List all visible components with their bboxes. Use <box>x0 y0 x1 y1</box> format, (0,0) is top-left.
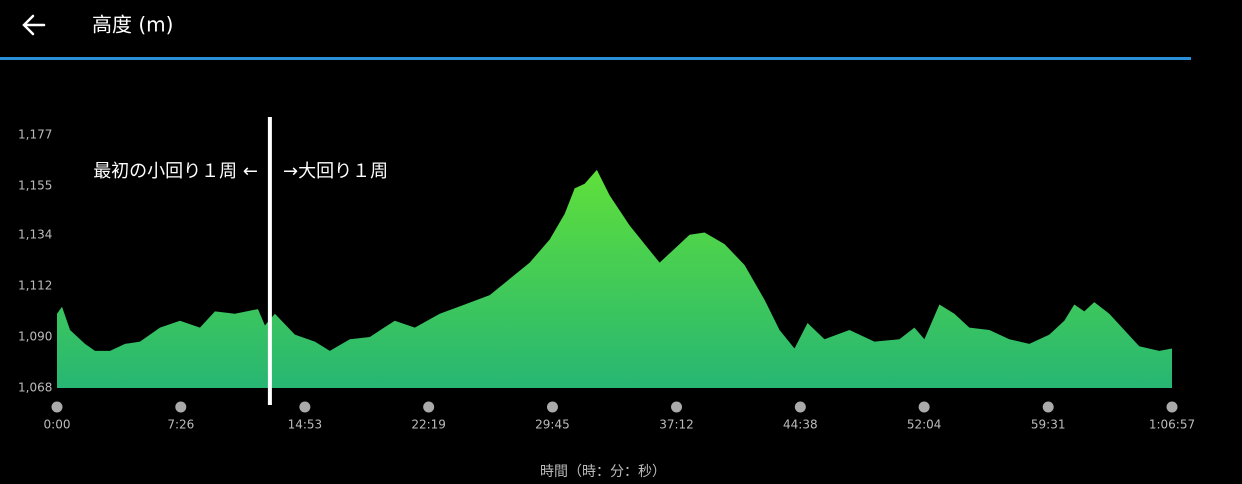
y-tick-label: 1,090 <box>18 329 52 343</box>
annotation: →大回り１周 <box>283 161 388 182</box>
x-tick-label: 22:19 <box>411 418 446 432</box>
x-tick-dot <box>546 401 558 413</box>
x-tick-label: 52:04 <box>907 418 942 432</box>
x-tick-dot <box>794 401 806 413</box>
x-tick-label: 59:31 <box>1031 418 1066 432</box>
x-tick-dot <box>423 401 435 413</box>
header-title: 高度 (m) <box>92 13 173 37</box>
back-button[interactable] <box>22 14 46 36</box>
x-tick-label: 0:00 <box>44 418 71 432</box>
x-axis-label: 時間（時：分：秒） <box>540 464 666 480</box>
x-tick-label: 1:06:57 <box>1149 418 1195 432</box>
back-arrow-head[interactable] <box>22 14 35 36</box>
x-tick-dot <box>1042 401 1054 413</box>
y-tick-label: 1,134 <box>18 227 52 241</box>
x-tick-dot <box>918 401 930 413</box>
y-tick-label: 1,177 <box>18 128 52 142</box>
x-tick-label: 44:38 <box>783 418 818 432</box>
x-tick-dot <box>671 401 683 413</box>
x-tick-dot <box>1166 401 1178 413</box>
x-tick-label: 7:26 <box>167 418 194 432</box>
y-tick-label: 1,112 <box>18 278 52 292</box>
header-divider <box>0 57 1191 60</box>
x-tick-label: 29:45 <box>535 418 570 432</box>
x-tick-label: 37:12 <box>659 418 694 432</box>
y-tick-label: 1,155 <box>18 179 52 193</box>
x-tick-dot <box>51 401 63 413</box>
annotation: 最初の小回り１周 ← <box>93 161 258 182</box>
x-tick-label: 14:53 <box>288 418 323 432</box>
elevation-area <box>57 169 1172 388</box>
x-tick-dot <box>299 401 311 413</box>
y-tick-label: 1,068 <box>18 381 52 395</box>
x-tick-dot <box>175 401 187 413</box>
